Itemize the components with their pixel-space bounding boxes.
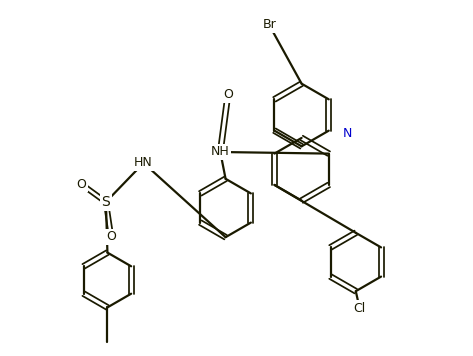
- Text: Br: Br: [263, 19, 276, 31]
- Text: Cl: Cl: [353, 302, 366, 314]
- Text: S: S: [102, 195, 110, 209]
- Text: O: O: [223, 89, 233, 101]
- Text: O: O: [76, 178, 86, 190]
- Text: O: O: [106, 230, 116, 244]
- Text: HN: HN: [134, 157, 153, 169]
- Text: N: N: [343, 126, 352, 140]
- Text: NH: NH: [211, 146, 230, 158]
